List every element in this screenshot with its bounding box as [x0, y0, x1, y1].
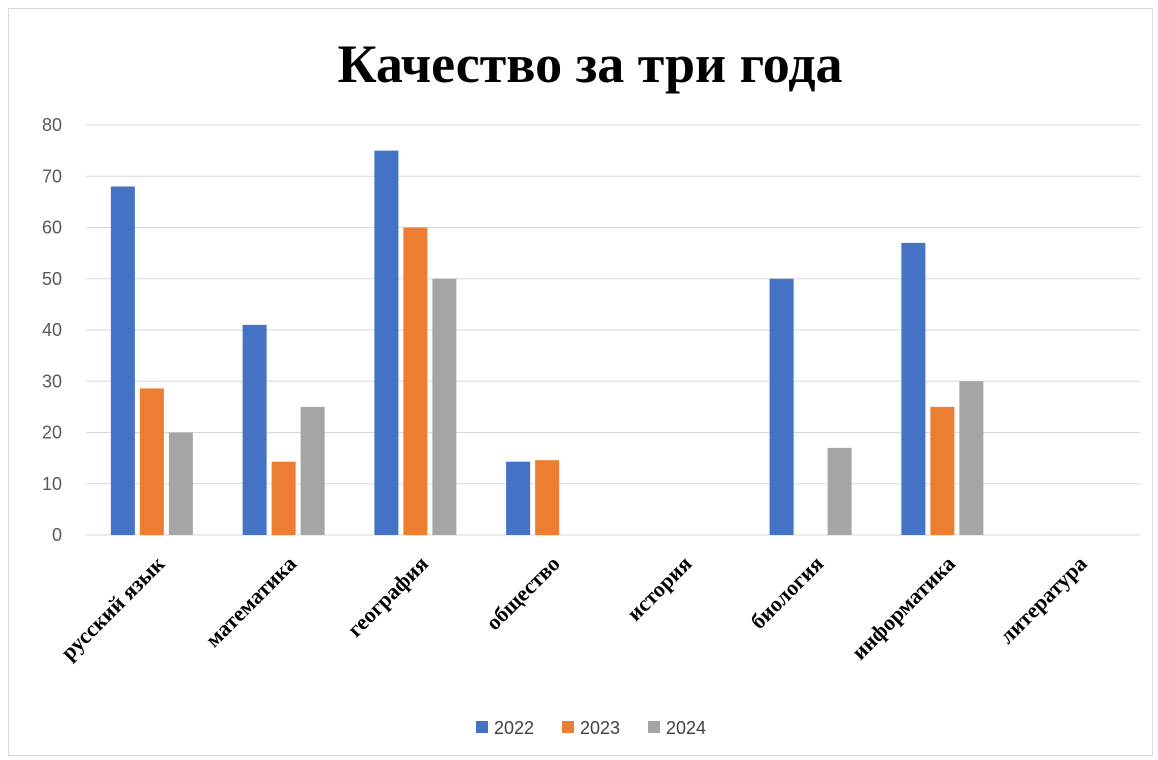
x-axis-labels: русский язык математика география общество и… — [56, 551, 1092, 665]
y-tick-label: 70 — [42, 166, 62, 186]
bar-2022-1 — [242, 324, 267, 535]
y-tick-label: 10 — [42, 474, 62, 494]
legend-swatch-2023 — [562, 721, 574, 733]
bar-2022-0 — [110, 186, 135, 535]
bar-2022-5 — [769, 278, 794, 535]
category-label: общество — [481, 551, 565, 635]
category-label: биология — [745, 551, 828, 634]
bar-2022-2 — [374, 150, 399, 535]
bar-2024-5 — [827, 447, 852, 535]
y-tick-label: 0 — [52, 525, 62, 545]
bar-2023-3 — [535, 460, 560, 535]
y-tick-label: 20 — [42, 423, 62, 443]
chart-title: Качество за три года — [337, 34, 842, 94]
bar-2023-1 — [271, 461, 296, 535]
category-label: математика — [200, 551, 301, 652]
legend: 2022 2023 2024 — [476, 718, 706, 738]
bar-2024-1 — [300, 406, 325, 535]
y-tick-label: 40 — [42, 320, 62, 340]
legend-label: 2022 — [494, 718, 534, 738]
bar-2023-2 — [403, 227, 428, 535]
y-tick-label: 50 — [42, 269, 62, 289]
bar-2024-2 — [432, 278, 457, 535]
bar-2023-0 — [139, 388, 164, 535]
bar-2022-6 — [901, 242, 926, 535]
bars — [110, 150, 984, 535]
y-tick-label: 80 — [42, 115, 62, 135]
bar-2024-0 — [168, 432, 193, 535]
category-label: география — [342, 551, 433, 642]
category-label: литература — [994, 551, 1092, 649]
legend-label: 2023 — [580, 718, 620, 738]
bar-2024-6 — [959, 381, 984, 535]
bar-2022-3 — [506, 461, 531, 535]
y-tick-label: 30 — [42, 371, 62, 391]
legend-swatch-2022 — [476, 721, 488, 733]
category-label: история — [622, 551, 697, 626]
legend-swatch-2024 — [648, 721, 660, 733]
category-label: информатика — [846, 551, 960, 665]
bar-2023-6 — [930, 406, 955, 535]
category-label: русский язык — [56, 551, 170, 665]
y-tick-label: 60 — [42, 218, 62, 238]
y-axis-ticks: 0 10 20 30 40 50 60 70 80 — [42, 115, 62, 545]
legend-label: 2024 — [666, 718, 706, 738]
